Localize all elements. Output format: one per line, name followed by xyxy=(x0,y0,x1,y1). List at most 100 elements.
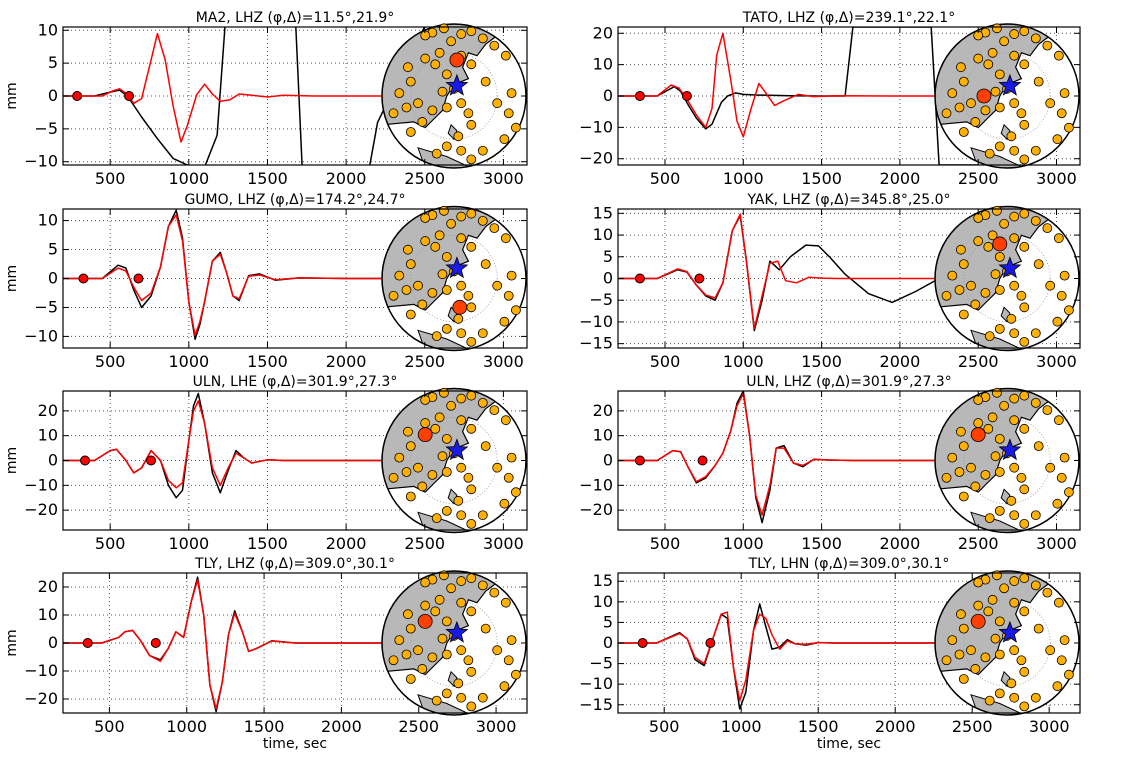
station-marker xyxy=(1045,280,1056,291)
station-marker xyxy=(1045,98,1056,109)
station-marker xyxy=(427,287,438,298)
station-marker xyxy=(420,577,431,588)
station-marker xyxy=(503,472,514,483)
x-axis-label-left: time, sec xyxy=(263,736,327,752)
x-tick-label: 2500 xyxy=(404,352,445,371)
x-tick-label: 1000 xyxy=(166,717,207,736)
station-marker xyxy=(1019,119,1030,130)
y-tick-label: −5 xyxy=(34,119,58,138)
y-tick-label: 5 xyxy=(603,247,613,266)
station-marker xyxy=(1059,635,1070,646)
station-marker xyxy=(431,148,442,159)
station-marker xyxy=(437,633,448,644)
station-marker xyxy=(990,269,1001,280)
station-marker xyxy=(500,415,511,426)
station-marker xyxy=(1019,241,1030,252)
station-marker xyxy=(466,119,477,130)
station-marker xyxy=(417,481,428,492)
station-marker xyxy=(456,98,467,109)
station-marker xyxy=(973,418,984,428)
station-marker xyxy=(1056,472,1067,483)
station-marker xyxy=(984,513,995,523)
panel-title: TATO, LHZ (φ,Δ)=239.1°,22.1° xyxy=(742,10,955,26)
station-marker xyxy=(403,62,413,73)
station-marker xyxy=(492,98,503,109)
x-tick-label: 1000 xyxy=(168,534,209,553)
station-marker xyxy=(958,674,969,684)
station-marker xyxy=(956,609,966,620)
station-marker xyxy=(956,244,966,255)
station-marker xyxy=(947,88,958,99)
x-tick-label: 500 xyxy=(95,534,126,553)
map-range-ring xyxy=(963,234,1051,323)
inset-map xyxy=(934,570,1080,716)
station-marker xyxy=(394,270,405,281)
trace-group xyxy=(618,213,979,332)
station-marker xyxy=(1030,145,1041,156)
station-marker xyxy=(492,645,503,656)
station-marker xyxy=(973,236,984,246)
station-marker xyxy=(1053,50,1064,61)
x-tick-label: 3000 xyxy=(476,717,517,736)
x-tick-label: 1000 xyxy=(168,352,209,371)
synthetic-trace xyxy=(618,392,979,516)
station-marker xyxy=(439,23,449,34)
map-range-ring xyxy=(410,234,498,323)
station-marker xyxy=(441,285,452,295)
x-tick-label: 2500 xyxy=(404,169,445,188)
x-tick-label: 1000 xyxy=(723,534,764,553)
y-tick-label: −20 xyxy=(579,149,613,168)
station-marker xyxy=(480,76,491,87)
station-marker xyxy=(499,498,510,509)
station-marker xyxy=(947,270,958,281)
station-marker xyxy=(941,655,952,666)
window-marker xyxy=(124,91,135,101)
station-marker xyxy=(994,688,1005,699)
x-tick-label: 2000 xyxy=(321,717,362,736)
station-marker xyxy=(405,441,416,452)
y-tick-label: 0 xyxy=(603,633,613,652)
station-marker xyxy=(489,405,500,416)
y-tick-label: 0 xyxy=(603,451,613,470)
selected-station-marker xyxy=(992,236,1008,252)
y-tick-label: 10 xyxy=(593,592,613,611)
station-marker xyxy=(503,290,514,301)
station-marker xyxy=(966,462,976,473)
station-marker xyxy=(973,600,984,611)
station-marker xyxy=(1052,134,1063,145)
station-marker xyxy=(394,635,405,646)
station-marker xyxy=(456,233,467,244)
x-tick-label: 1500 xyxy=(247,169,288,188)
station-marker xyxy=(480,623,491,634)
y-tick-label: 5 xyxy=(603,612,613,631)
station-marker xyxy=(1016,108,1027,119)
station-marker xyxy=(401,649,412,660)
x-tick-label: 2000 xyxy=(880,169,921,188)
station-marker xyxy=(506,635,517,646)
station-marker xyxy=(477,328,488,339)
station-marker xyxy=(1030,692,1041,703)
station-marker xyxy=(1009,415,1020,426)
station-marker xyxy=(994,285,1005,295)
x-tick-label: 1500 xyxy=(247,352,288,371)
event-star-icon xyxy=(445,73,469,96)
station-marker xyxy=(966,98,976,109)
station-marker xyxy=(466,573,477,584)
station-marker xyxy=(477,33,488,44)
station-marker xyxy=(1019,666,1030,677)
station-marker xyxy=(1052,316,1063,327)
station-marker xyxy=(1030,215,1041,226)
station-marker xyxy=(403,244,413,255)
station-marker xyxy=(456,211,467,222)
station-marker xyxy=(405,309,416,320)
y-tick-label: −20 xyxy=(579,500,613,519)
station-marker xyxy=(466,241,477,252)
station-marker xyxy=(466,208,477,219)
station-marker xyxy=(994,433,1005,444)
x-tick-label: 3000 xyxy=(483,352,524,371)
station-marker xyxy=(987,47,998,58)
inset-map xyxy=(934,205,1080,352)
station-marker xyxy=(990,451,1001,462)
station-marker xyxy=(1019,573,1030,584)
station-marker xyxy=(511,122,521,133)
